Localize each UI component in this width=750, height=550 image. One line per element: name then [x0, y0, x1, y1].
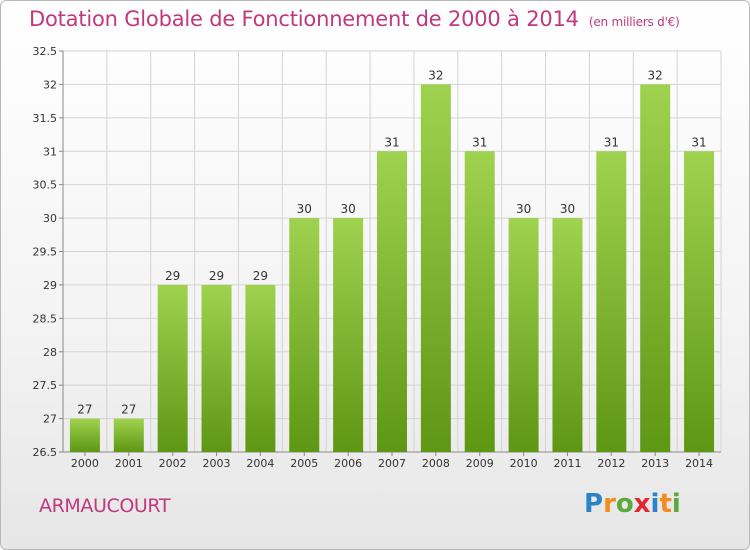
x-tick-label: 2006 [334, 457, 362, 470]
logo-letter: i [671, 489, 681, 519]
bar [157, 284, 188, 452]
logo-letter: r [603, 489, 616, 519]
logo-letter: o [615, 489, 634, 519]
logo-letter: t [659, 489, 672, 519]
bars [69, 84, 715, 453]
bar [640, 84, 671, 453]
x-tick-label: 2013 [641, 457, 669, 470]
x-tick-labels: 2000 2001 2002 2003 2004 2005 2006 2007 2008 2009… [71, 457, 713, 470]
logo-letter: P [584, 489, 604, 519]
bar [201, 284, 232, 452]
y-tick-label: 32.5 [33, 45, 58, 58]
data-label: 31 [691, 135, 706, 149]
data-label: 32 [428, 68, 443, 82]
data-label: 27 [77, 403, 92, 417]
bar [420, 84, 451, 453]
x-tick-label: 2009 [466, 457, 494, 470]
logo-letter: i [650, 489, 660, 519]
x-tick-label: 2010 [510, 457, 538, 470]
data-labels: 27 27 29 29 29 30 30 31 32 31 30 30 31 32 31 [77, 68, 706, 416]
data-label: 32 [648, 68, 663, 82]
bar [377, 151, 407, 452]
bar [464, 151, 495, 452]
y-tick-label: 28 [43, 346, 57, 359]
x-tick-label: 2004 [246, 457, 274, 470]
y-tick-label: 31 [43, 145, 57, 158]
x-tick-label: 2011 [553, 457, 581, 470]
x-tick-label: 2005 [290, 457, 318, 470]
data-label: 30 [340, 202, 355, 216]
data-label: 29 [165, 269, 180, 283]
x-tick-label: 2012 [597, 457, 625, 470]
bar [245, 284, 276, 452]
y-tick-label: 30 [43, 212, 57, 225]
data-label: 29 [253, 269, 268, 283]
y-tick-label: 32 [43, 78, 57, 91]
x-tick-label: 2014 [685, 457, 713, 470]
y-tick-label: 28.5 [33, 312, 58, 325]
y-tick-label: 29.5 [33, 246, 58, 259]
bar [508, 218, 539, 452]
data-label: 31 [604, 135, 619, 149]
bar [113, 418, 144, 452]
chart-title: Dotation Globale de Fonctionnement de 20… [29, 7, 680, 31]
chart-title-text: Dotation Globale de Fonctionnement de 20… [29, 7, 579, 31]
commune-name: ARMAUCOURT [39, 495, 171, 517]
x-tick-label: 2008 [422, 457, 450, 470]
bar [684, 151, 715, 452]
data-label: 29 [209, 269, 224, 283]
y-tick-label: 31.5 [33, 112, 58, 125]
data-label: 30 [297, 202, 312, 216]
data-label: 27 [121, 403, 136, 417]
x-tick-label: 2007 [378, 457, 406, 470]
data-label: 31 [384, 135, 399, 149]
x-tick-label: 2001 [115, 457, 143, 470]
y-tick-label: 30.5 [33, 179, 58, 192]
data-label: 30 [560, 202, 575, 216]
data-label: 31 [472, 135, 487, 149]
proxiti-logo: Proxiti [584, 489, 681, 519]
chart-subtitle: (en milliers d'€) [588, 15, 680, 29]
bar [289, 218, 320, 452]
y-tick-label: 29 [43, 279, 57, 292]
bar [69, 418, 100, 452]
logo-letter: x [633, 489, 651, 519]
y-tick-label: 27.5 [33, 379, 58, 392]
x-tick-label: 2000 [71, 457, 99, 470]
bar [552, 218, 583, 452]
data-label: 30 [516, 202, 531, 216]
y-tick-label: 27 [43, 413, 57, 426]
bar [596, 151, 627, 452]
bar [333, 218, 364, 452]
y-tick-labels: 26.5 27 27.5 28 28.5 29 29.5 30 30.5 31 31.5 32 32.5 [33, 45, 58, 459]
y-tick-label: 26.5 [33, 446, 58, 459]
x-tick-label: 2002 [159, 457, 187, 470]
x-tick-label: 2003 [203, 457, 231, 470]
